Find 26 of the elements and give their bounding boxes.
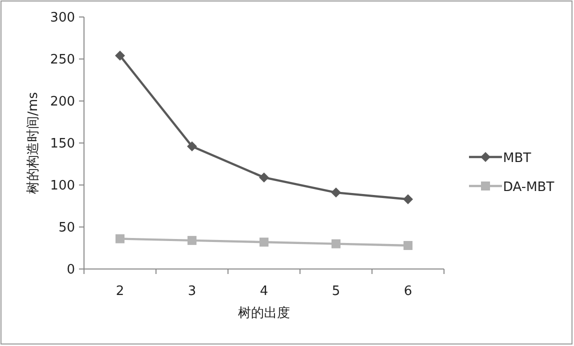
x-tick-label: 3 [188, 284, 196, 299]
y-tick-label: 300 [50, 10, 75, 26]
point [187, 141, 197, 152]
x-tick-label: 4 [260, 284, 268, 299]
x-tick-label: 5 [332, 284, 340, 299]
point [116, 234, 124, 244]
y-tick-label: 50 [58, 220, 75, 236]
x-tick-label: 2 [116, 284, 124, 299]
point [331, 188, 341, 198]
point [188, 236, 196, 245]
y-tick-label: 250 [50, 52, 75, 68]
y-tick-label: 150 [50, 136, 75, 152]
y-tick-label: 200 [50, 94, 75, 110]
point [259, 172, 269, 182]
legend-label: DA-MBT [503, 180, 554, 195]
y-axis-title: 树的构造时间/ms [26, 92, 41, 194]
y-tick-label: 100 [50, 178, 75, 194]
y-tick-label: 0 [66, 262, 75, 278]
x-axis-title: 树的出度 [238, 305, 290, 321]
x-tick-label: 6 [404, 284, 412, 299]
point [403, 194, 413, 204]
point [260, 238, 268, 247]
legend-label: MBT [503, 151, 532, 166]
point [404, 240, 412, 250]
point [332, 239, 340, 248]
point [115, 50, 125, 61]
